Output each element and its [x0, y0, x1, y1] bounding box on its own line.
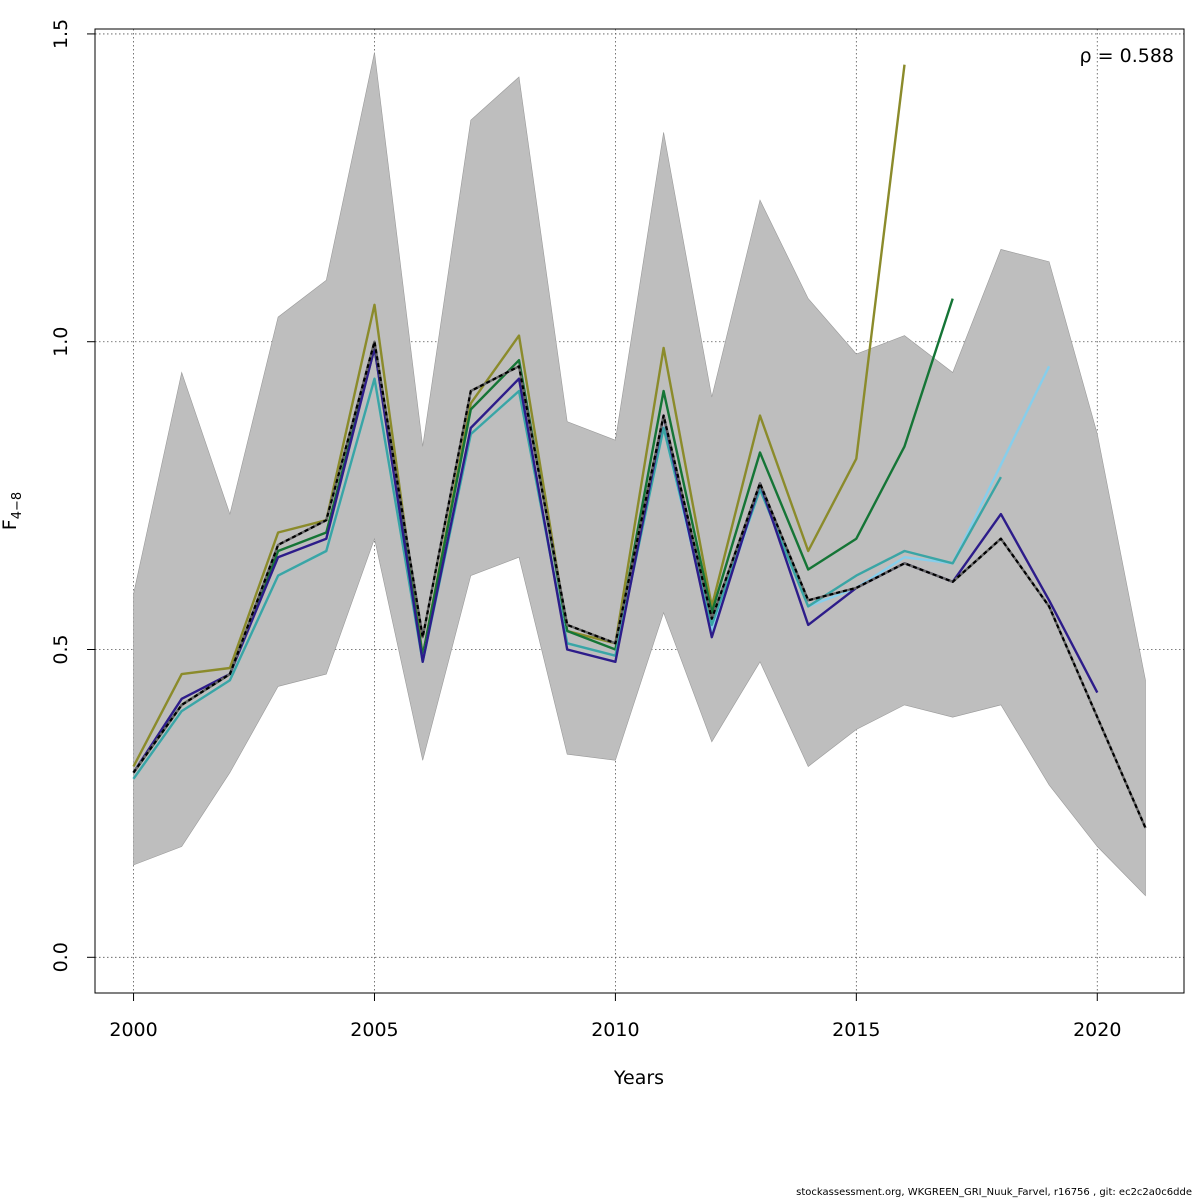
- footer-credit: stockassessment.org, WKGREEN_GRI_Nuuk_Fa…: [796, 1187, 1192, 1198]
- series-layer: [132, 64, 1147, 829]
- axes: 2000 2005 2010 2015 2020 0.0 0.5 1.0 1.5: [50, 19, 1121, 1041]
- y-tick-label-0.0: 0.0: [50, 942, 72, 972]
- series-line-underlay-5: [132, 340, 1147, 829]
- plot-frame: [94, 28, 1185, 994]
- y-axis-title-sub: 4−8: [10, 492, 25, 519]
- rho-annotation: ρ = 0.588: [1080, 45, 1174, 67]
- y-axis-title: F4−8: [0, 492, 25, 530]
- confidence-band: [133, 52, 1146, 897]
- x-axis-title: Years: [613, 1067, 664, 1089]
- series-line-0: [132, 64, 906, 768]
- y-tick-label-1.0: 1.0: [50, 327, 72, 357]
- y-axis-title-main: F: [0, 519, 21, 530]
- x-tick-label-2010: 2010: [591, 1019, 639, 1041]
- x-tick-label-2005: 2005: [350, 1019, 398, 1041]
- x-tick-label-2015: 2015: [832, 1019, 880, 1041]
- x-tick-label-2020: 2020: [1073, 1019, 1121, 1041]
- y-tick-label-1.5: 1.5: [50, 19, 72, 49]
- x-tick-label-2000: 2000: [109, 1019, 157, 1041]
- y-tick-label-0.5: 0.5: [50, 634, 72, 664]
- confidence-band-layer: [133, 52, 1146, 897]
